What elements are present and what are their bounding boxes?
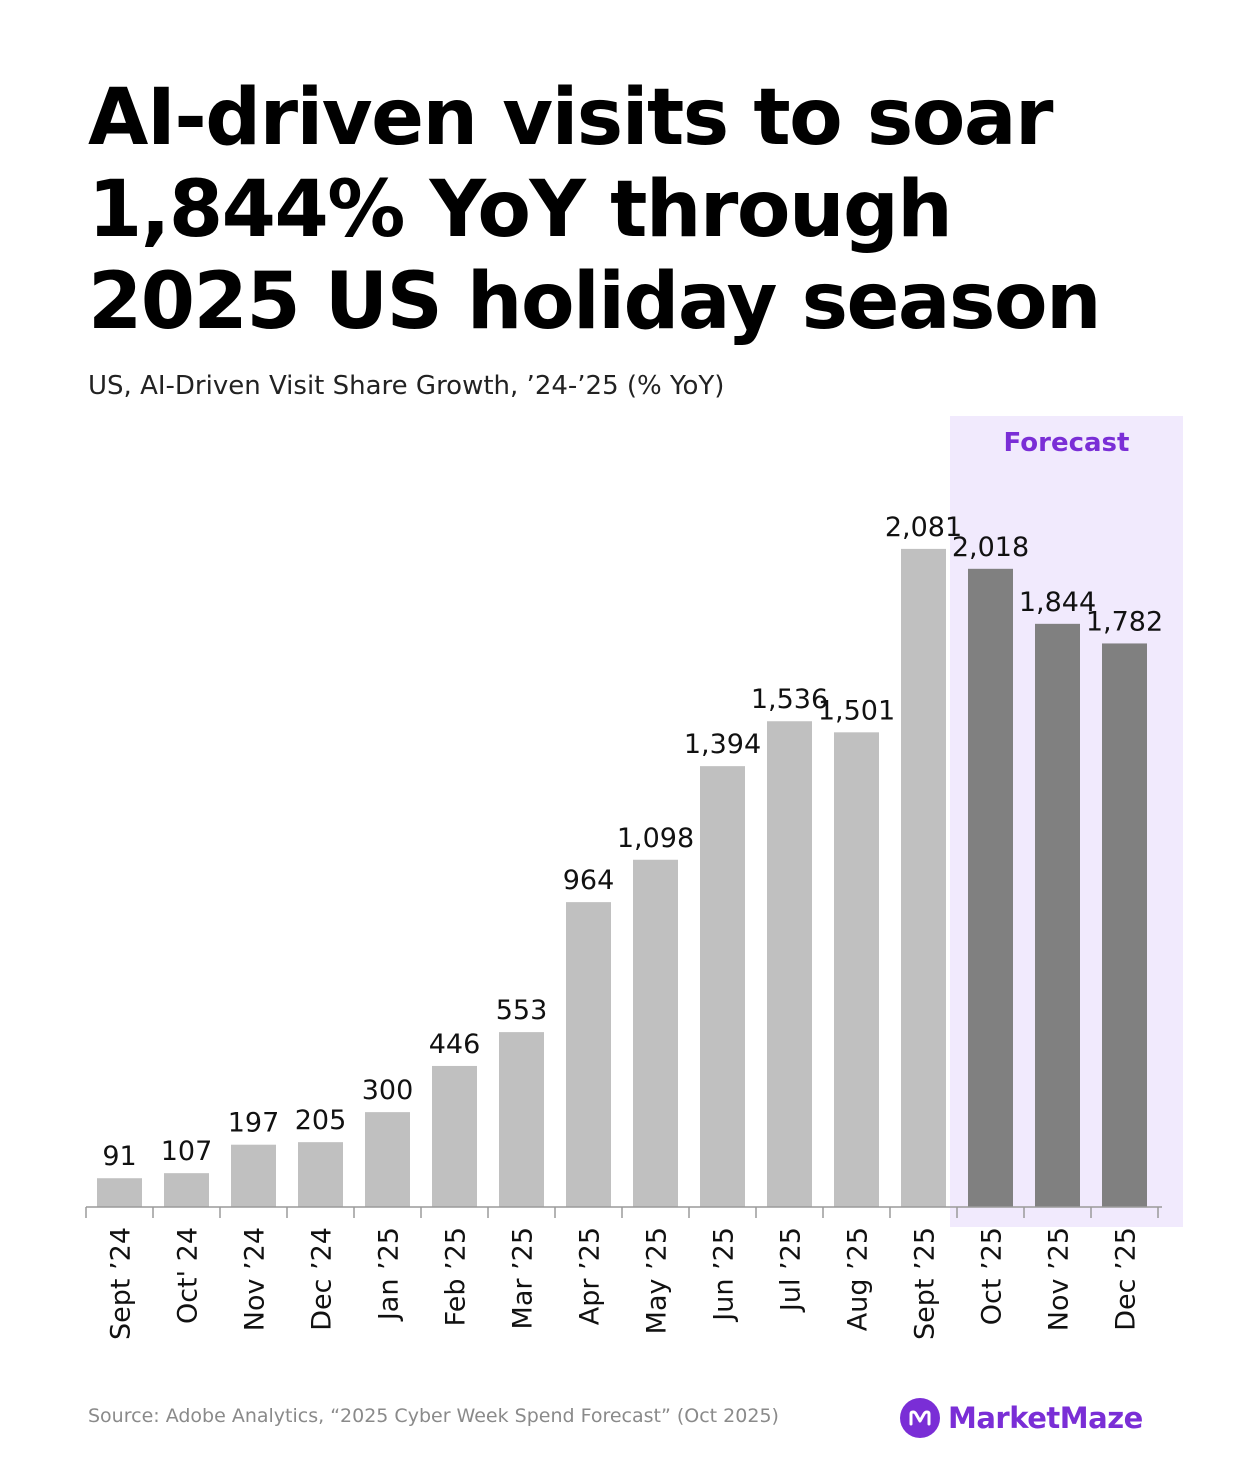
bar	[298, 1142, 343, 1207]
brand: MarketMaze	[900, 1396, 1143, 1440]
value-label: 205	[295, 1105, 347, 1136]
bar	[968, 568, 1013, 1207]
bar	[164, 1173, 209, 1207]
value-label: 1,098	[617, 823, 694, 854]
value-label: 1,501	[818, 695, 895, 726]
bar	[1102, 643, 1147, 1207]
forecast-label: Forecast	[1004, 428, 1130, 458]
x-tick-label: Jul ’25	[776, 1227, 807, 1313]
value-label: 197	[228, 1108, 280, 1139]
value-label: 1,782	[1086, 606, 1163, 637]
value-label: 2,018	[952, 532, 1029, 563]
x-tick-label: Nov ’25	[1044, 1227, 1075, 1331]
x-tick-label: Mar ’25	[508, 1227, 539, 1329]
brand-name: MarketMaze	[948, 1401, 1143, 1435]
value-label: 553	[496, 995, 548, 1026]
x-tick-label: Oct ’25	[977, 1227, 1008, 1325]
bar	[365, 1112, 410, 1207]
x-tick-label: Apr ’25	[575, 1227, 606, 1325]
value-label: 1,536	[751, 684, 828, 715]
x-tick-label: Jun ’25	[709, 1227, 740, 1323]
bar	[700, 766, 745, 1207]
bar	[231, 1144, 276, 1207]
value-label: 2,081	[885, 512, 962, 543]
x-tick-label: Aug ’25	[843, 1227, 874, 1331]
x-tick-label: Dec ’25	[1111, 1227, 1142, 1331]
x-tick-label: Feb ’25	[441, 1227, 472, 1326]
bar	[901, 548, 946, 1207]
value-label: 1,844	[1019, 587, 1096, 618]
chart-title: AI-driven visits to soar 1,844% YoY thro…	[88, 73, 1102, 347]
x-tick-label: Oct' 24	[173, 1227, 204, 1324]
value-label: 107	[161, 1136, 213, 1167]
value-label: 91	[102, 1141, 136, 1172]
marketmaze-logo-icon	[900, 1398, 940, 1438]
bar	[834, 732, 879, 1207]
bar	[633, 859, 678, 1207]
x-tick-label: Jan ’25	[374, 1227, 405, 1322]
x-tick-label: Nov ’24	[240, 1227, 271, 1331]
bar	[97, 1178, 142, 1207]
value-label: 300	[362, 1075, 414, 1106]
value-label: 964	[563, 865, 615, 896]
value-label: 446	[429, 1029, 481, 1060]
bar	[432, 1065, 477, 1207]
bar	[767, 721, 812, 1207]
source-note: Source: Adobe Analytics, “2025 Cyber Wee…	[88, 1405, 779, 1427]
bar	[566, 902, 611, 1207]
value-label: 1,394	[684, 729, 761, 760]
x-tick-label: Sept ’25	[910, 1227, 941, 1340]
x-tick-label: Dec ’24	[307, 1227, 338, 1331]
bar	[499, 1032, 544, 1207]
bar	[1035, 623, 1080, 1207]
x-tick-label: Sept ’24	[106, 1227, 137, 1340]
x-tick-label: May ’25	[642, 1227, 673, 1334]
chart-subtitle: US, AI-Driven Visit Share Growth, ’24-’2…	[88, 371, 725, 401]
